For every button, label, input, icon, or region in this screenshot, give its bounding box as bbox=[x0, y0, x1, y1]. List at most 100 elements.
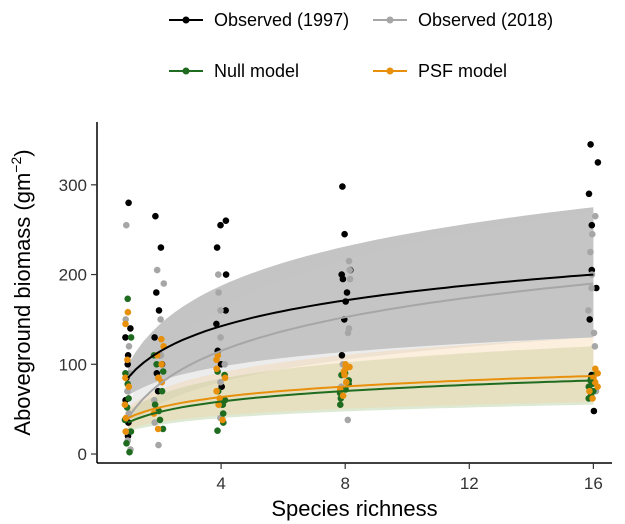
x-tick-label: 4 bbox=[216, 474, 225, 493]
point-series-0-14 bbox=[156, 307, 163, 314]
y-axis-title-main: Aboveground biomass (gm bbox=[10, 173, 35, 436]
legend-key-dot bbox=[183, 17, 190, 24]
point-series-3-6 bbox=[122, 321, 129, 328]
point-series-2-0 bbox=[126, 449, 133, 456]
y-tick-label: 100 bbox=[59, 355, 87, 374]
point-series-0-23 bbox=[223, 271, 230, 278]
point-series-2-11 bbox=[157, 417, 164, 424]
confidence-bands bbox=[128, 207, 593, 431]
point-series-1-35 bbox=[591, 330, 598, 337]
point-series-1-41 bbox=[592, 213, 599, 220]
y-ticks: 0 100 200 300 bbox=[59, 176, 97, 464]
point-series-0-17 bbox=[152, 213, 159, 220]
point-series-3-16 bbox=[219, 417, 226, 424]
point-series-3-26 bbox=[343, 379, 350, 386]
point-series-3-32 bbox=[589, 395, 596, 402]
point-series-1-14 bbox=[157, 316, 164, 323]
legend-key-dot bbox=[183, 68, 190, 75]
point-series-3-0 bbox=[122, 428, 129, 435]
point-series-0-16 bbox=[158, 244, 165, 251]
point-series-3-12 bbox=[158, 361, 165, 368]
point-series-0-26 bbox=[223, 217, 230, 224]
y-axis-title-close: ) bbox=[10, 149, 35, 156]
point-series-1-30 bbox=[347, 276, 354, 283]
point-series-3-4 bbox=[122, 375, 129, 382]
point-series-2-9 bbox=[124, 296, 131, 303]
point-series-1-24 bbox=[215, 271, 222, 278]
point-series-2-14 bbox=[159, 388, 166, 395]
x-tick-label: 16 bbox=[584, 474, 603, 493]
x-ticks: 4 8 12 16 bbox=[216, 463, 602, 493]
point-series-0-42 bbox=[586, 191, 593, 198]
point-series-0-32 bbox=[338, 271, 345, 278]
point-series-3-3 bbox=[126, 383, 133, 390]
point-series-3-24 bbox=[340, 392, 347, 399]
point-series-1-6 bbox=[126, 343, 133, 350]
point-series-1-37 bbox=[588, 285, 595, 292]
point-series-2-26 bbox=[337, 401, 344, 408]
point-series-3-15 bbox=[158, 336, 165, 343]
y-axis-title-sup: −2 bbox=[8, 157, 24, 173]
point-series-3-11 bbox=[155, 375, 162, 382]
point-series-1-20 bbox=[221, 361, 228, 368]
point-series-1-21 bbox=[217, 334, 224, 341]
legend-label: Observed (2018) bbox=[418, 10, 553, 30]
point-series-1-25 bbox=[345, 417, 352, 424]
point-series-1-16 bbox=[154, 267, 161, 274]
point-series-3-31 bbox=[342, 361, 349, 368]
point-series-0-34 bbox=[341, 231, 348, 238]
point-series-3-7 bbox=[125, 309, 132, 316]
point-series-1-36 bbox=[585, 307, 592, 314]
point-series-1-22 bbox=[217, 307, 224, 314]
point-series-0-44 bbox=[587, 141, 594, 148]
point-series-1-9 bbox=[155, 442, 162, 449]
y-axis-title: Aboveground biomass (gm−2) bbox=[8, 149, 35, 435]
y-tick-label: 200 bbox=[59, 266, 87, 285]
point-series-3-2 bbox=[122, 401, 129, 408]
point-series-0-24 bbox=[214, 244, 221, 251]
point-series-3-19 bbox=[213, 388, 220, 395]
point-series-2-18 bbox=[214, 427, 221, 434]
legend-label: Null model bbox=[214, 61, 299, 81]
point-series-0-43 bbox=[595, 159, 602, 166]
point-series-2-15 bbox=[160, 368, 167, 375]
point-series-1-23 bbox=[215, 289, 222, 296]
point-series-0-36 bbox=[591, 408, 598, 415]
point-series-0-6 bbox=[122, 334, 129, 341]
point-series-0-27 bbox=[339, 352, 346, 359]
point-series-1-29 bbox=[346, 325, 353, 332]
x-axis-title: Species richness bbox=[271, 496, 437, 521]
legend-key-dot bbox=[387, 68, 394, 75]
point-series-3-33 bbox=[586, 388, 593, 395]
point-series-0-35 bbox=[339, 183, 346, 190]
point-series-3-20 bbox=[222, 375, 229, 382]
point-series-0-8 bbox=[125, 200, 132, 207]
point-series-0-7 bbox=[127, 325, 134, 332]
point-series-2-8 bbox=[128, 334, 135, 341]
point-series-3-8 bbox=[155, 426, 162, 433]
point-series-2-20 bbox=[220, 410, 227, 417]
legend: Observed (1997) Observed (2018) Null model… bbox=[169, 10, 553, 81]
point-series-1-31 bbox=[346, 267, 353, 274]
point-series-0-25 bbox=[217, 222, 224, 229]
point-series-0-30 bbox=[344, 289, 351, 296]
legend-label: Observed (1997) bbox=[214, 10, 349, 30]
point-series-3-38 bbox=[592, 366, 599, 373]
point-series-1-8 bbox=[123, 222, 130, 229]
y-tick-label: 300 bbox=[59, 176, 87, 195]
point-series-2-1 bbox=[123, 440, 130, 447]
point-series-3-5 bbox=[124, 357, 131, 364]
point-series-0-41 bbox=[589, 222, 596, 229]
legend-key-dot bbox=[387, 17, 394, 24]
point-series-2-5 bbox=[125, 395, 132, 402]
point-series-0-15 bbox=[153, 289, 160, 296]
x-tick-label: 8 bbox=[340, 474, 349, 493]
point-series-1-32 bbox=[346, 258, 353, 265]
y-tick-label: 0 bbox=[78, 445, 87, 464]
point-series-1-39 bbox=[587, 249, 594, 256]
x-tick-label: 12 bbox=[460, 474, 479, 493]
legend-label: PSF model bbox=[418, 61, 507, 81]
point-series-1-34 bbox=[592, 343, 599, 350]
